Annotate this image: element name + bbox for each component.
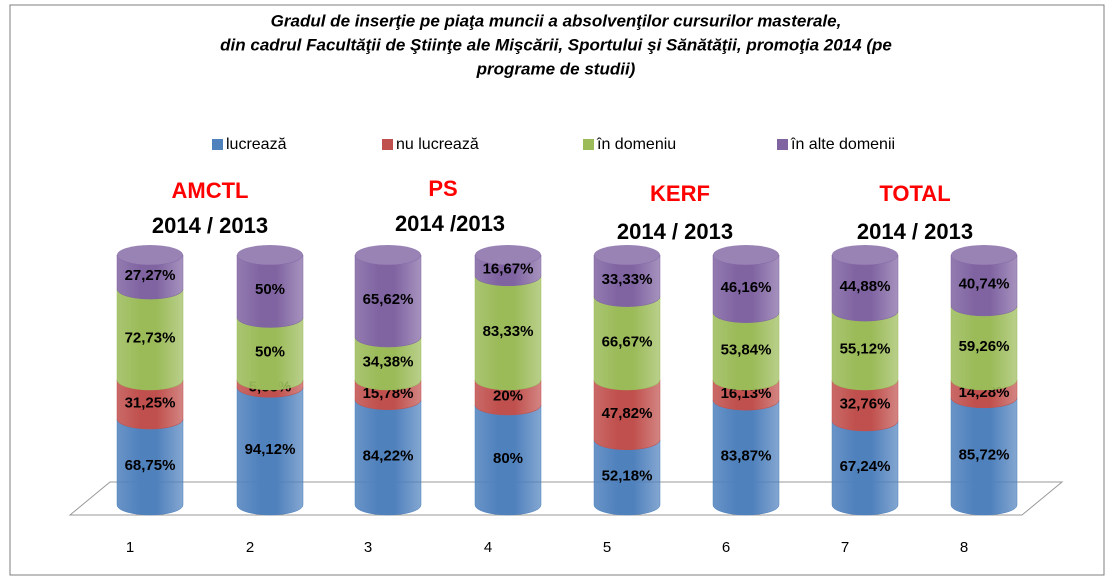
- legend-swatch: [382, 139, 393, 150]
- cylinder-top: [594, 245, 660, 265]
- annotation: 2014 / 2013: [617, 219, 733, 244]
- annotation: 2014 /2013: [395, 211, 505, 236]
- cylinder-top: [237, 245, 303, 265]
- value-label: 83,33%: [483, 323, 534, 340]
- cylinder-top: [832, 245, 898, 265]
- x-tick-label: 6: [722, 539, 730, 556]
- chart-frame: [9, 4, 1105, 576]
- value-label: 84,22%: [363, 447, 414, 464]
- value-label: 52,18%: [602, 467, 653, 484]
- x-tick-label: 1: [126, 539, 134, 556]
- value-label: 80%: [493, 450, 523, 467]
- value-label: 68,75%: [125, 457, 176, 474]
- annotation: TOTAL: [879, 181, 950, 206]
- value-label: 65,62%: [363, 291, 414, 308]
- legend-label: nu lucrează: [396, 136, 479, 153]
- value-label: 47,82%: [602, 405, 653, 422]
- value-label: 33,33%: [602, 271, 653, 288]
- x-tick-label: 5: [603, 539, 611, 556]
- cylinder-top: [713, 245, 779, 265]
- value-label: 44,88%: [840, 278, 891, 295]
- value-label: 46,16%: [721, 279, 772, 296]
- value-label: 83,87%: [721, 448, 772, 465]
- value-label: 40,74%: [959, 275, 1010, 292]
- legend-label: în alte domenii: [790, 136, 895, 153]
- x-tick-label: 8: [960, 539, 968, 556]
- value-label: 27,27%: [125, 267, 176, 284]
- value-label: 50%: [255, 344, 285, 361]
- value-label: 85,72%: [959, 446, 1010, 463]
- x-tick-label: 7: [841, 539, 849, 556]
- x-tick-label: 4: [484, 539, 492, 556]
- legend-swatch: [583, 139, 594, 150]
- value-label: 67,24%: [840, 458, 891, 475]
- legend-swatch: [777, 139, 788, 150]
- legend-label: în domeniu: [596, 136, 676, 153]
- value-label: 59,26%: [959, 338, 1010, 355]
- x-tick-label: 2: [246, 539, 254, 556]
- value-label: 31,25%: [125, 395, 176, 412]
- chart-title: Gradul de inserţie pe piaţa muncii a abs…: [271, 11, 842, 30]
- value-label: 55,12%: [840, 341, 891, 358]
- annotation: PS: [428, 176, 457, 201]
- annotation: AMCTL: [172, 178, 249, 203]
- legend-label: lucrează: [226, 136, 287, 153]
- chart-title: din cadrul Facultăţii de Ştiinţe ale Miş…: [220, 35, 892, 54]
- value-label: 53,84%: [721, 341, 772, 358]
- value-label: 50%: [255, 281, 285, 298]
- cylinder-top: [355, 245, 421, 265]
- legend-swatch: [212, 139, 223, 150]
- chart-title: programe de studii): [476, 59, 636, 78]
- x-tick-label: 3: [364, 539, 372, 556]
- value-label: 94,12%: [245, 441, 296, 458]
- cylinder-top: [117, 245, 183, 265]
- annotation: 2014 / 2013: [857, 219, 973, 244]
- value-label: 66,67%: [602, 333, 653, 350]
- annotation: KERF: [650, 181, 710, 206]
- cylinder-top: [951, 245, 1017, 265]
- value-label: 20%: [493, 387, 523, 404]
- value-label: 16,67%: [483, 260, 534, 277]
- value-label: 32,76%: [840, 395, 891, 412]
- floor: [68, 481, 1064, 516]
- cylinder-top: [475, 245, 541, 265]
- annotation: 2014 / 2013: [152, 213, 268, 238]
- value-label: 34,38%: [363, 353, 414, 370]
- value-label: 72,73%: [125, 330, 176, 347]
